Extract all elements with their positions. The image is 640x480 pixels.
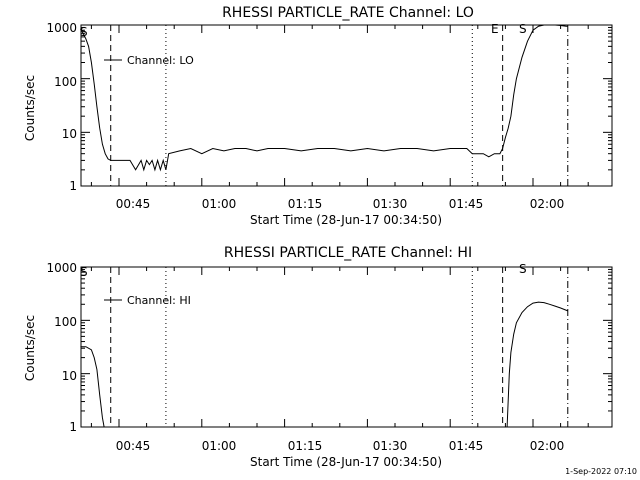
plot-marks-hi <box>80 266 613 428</box>
legend-label-lo: Channel: LO <box>127 54 194 67</box>
marker-label: S <box>80 25 88 39</box>
plot-frame <box>80 24 613 187</box>
x-tick-label: 01:45 <box>449 439 484 453</box>
x-tick-label: 01:15 <box>288 197 323 211</box>
y-tick-label: 1000 <box>46 261 77 275</box>
x-tick-label: 00:45 <box>116 439 151 453</box>
y-tick-label: 100 <box>54 75 77 89</box>
x-tick-label: 02:00 <box>530 439 565 453</box>
footer-timestamp: 1-Sep-2022 07:10 <box>565 467 637 476</box>
series-line <box>506 301 568 428</box>
y-tick-label: 1000 <box>46 21 77 35</box>
y-tick-label: 100 <box>54 315 77 329</box>
series-line <box>80 346 105 428</box>
chart-title-lo: RHESSI PARTICLE_RATE Channel: LO <box>222 5 474 21</box>
marker-label: S <box>519 262 527 276</box>
chart-panel-lo: RHESSI PARTICLE_RATE Channel: LO Counts/… <box>23 5 613 227</box>
chart-panel-hi: RHESSI PARTICLE_RATE Channel: HI Counts/… <box>23 245 613 469</box>
x-tick-label: 01:00 <box>202 439 237 453</box>
y-axis-label-lo: Counts/sec <box>23 75 37 141</box>
x-tick-label: 01:45 <box>449 197 484 211</box>
x-axis-label-hi: Start Time (28-Jun-17 00:34:50) <box>250 455 442 469</box>
x-tick-label: 01:30 <box>373 197 408 211</box>
y-tick-label: 1 <box>69 179 77 193</box>
x-tick-label: 02:00 <box>530 197 565 211</box>
x-axis-label-lo: Start Time (28-Jun-17 00:34:50) <box>250 213 442 227</box>
y-tick-label: 10 <box>62 369 77 383</box>
x-tick-label: 01:15 <box>288 439 323 453</box>
legend-label-hi: Channel: HI <box>127 294 191 307</box>
plot-frame <box>80 266 613 428</box>
marker-label: E <box>491 22 499 36</box>
marker-label: S <box>519 22 527 36</box>
y-axis-label-hi: Counts/sec <box>23 315 37 381</box>
y-tick-label: 10 <box>62 127 77 141</box>
y-tick-label: 1 <box>69 420 77 434</box>
plot-marks-lo <box>79 24 613 187</box>
x-tick-label: 01:30 <box>373 439 408 453</box>
x-tick-label: 01:00 <box>202 197 237 211</box>
chart-title-hi: RHESSI PARTICLE_RATE Channel: HI <box>224 245 472 261</box>
series-line <box>79 24 568 172</box>
x-tick-label: 00:45 <box>116 197 151 211</box>
